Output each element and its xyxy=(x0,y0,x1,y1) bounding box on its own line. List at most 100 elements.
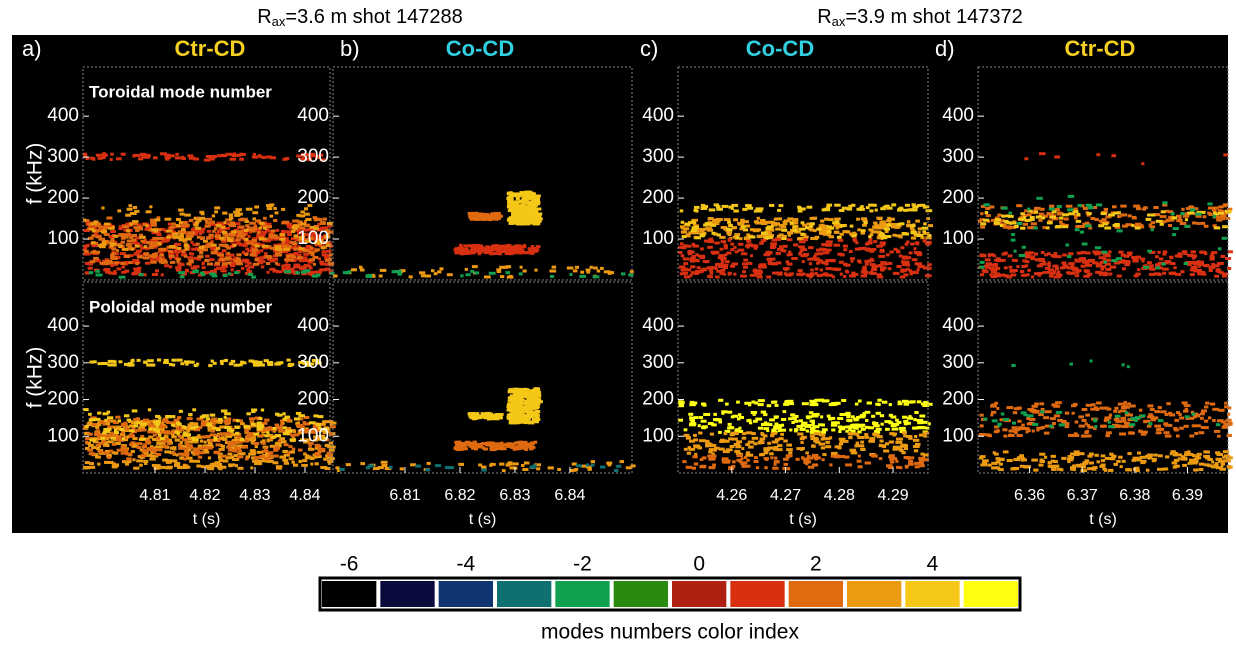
spectrogram-cell xyxy=(730,248,735,252)
spectrogram-cell xyxy=(187,256,194,260)
spectrogram-cell xyxy=(104,233,110,236)
spectrogram-cell xyxy=(219,359,224,363)
spectrogram-cell xyxy=(888,455,894,459)
spectrogram-cell xyxy=(314,249,318,253)
spectrogram-cell xyxy=(222,459,229,463)
spectrogram-cell xyxy=(316,238,324,242)
spectrogram-cell xyxy=(222,244,226,248)
spectrogram-cell xyxy=(783,462,788,466)
spectrogram-cell xyxy=(535,245,541,249)
spectrogram-cell xyxy=(298,259,305,263)
spectrogram-cell xyxy=(778,426,782,430)
spectrogram-cell xyxy=(585,268,591,272)
spectrogram-cell xyxy=(159,228,166,231)
spectrogram-cell xyxy=(530,391,536,394)
spectrogram-cell xyxy=(529,214,536,218)
spectrogram-cell xyxy=(899,275,906,279)
spectrogram-cell xyxy=(852,231,857,235)
spectrogram-cell xyxy=(156,231,161,235)
spectrogram-cell xyxy=(188,360,195,364)
spectrogram-cell xyxy=(119,252,126,255)
spectrogram-cell xyxy=(520,192,525,196)
spectrogram-cell xyxy=(285,429,293,433)
spectrogram-cell xyxy=(738,413,742,417)
spectrogram-cell xyxy=(778,204,784,208)
spectrogram-cell xyxy=(119,428,125,431)
spectrogram-cell xyxy=(298,448,303,452)
spectrogram-cell xyxy=(692,401,698,405)
spectrogram-cell xyxy=(1221,273,1226,277)
spectrogram-cell xyxy=(879,249,885,253)
spectrogram-cell xyxy=(175,427,180,430)
spectrogram-cell xyxy=(1123,259,1130,263)
spectrogram-cell xyxy=(810,437,816,441)
spectrogram-cell xyxy=(189,440,196,444)
spectrogram-cell xyxy=(110,253,115,257)
spectrogram-cell xyxy=(209,241,213,245)
spectrogram-cell xyxy=(1016,204,1023,208)
spectrogram-cell xyxy=(914,411,919,414)
spectrogram-cell xyxy=(305,245,312,248)
spectrogram-cell xyxy=(831,451,838,455)
spectrogram-cell xyxy=(893,247,898,251)
spectrogram-cell xyxy=(902,431,907,435)
spectrogram-cell xyxy=(907,400,914,404)
spectrogram-cell xyxy=(309,270,316,274)
spectrogram-cell xyxy=(818,228,826,232)
spectrogram-cell xyxy=(350,268,357,272)
spectrogram-cell xyxy=(781,237,787,240)
spectrogram-cell xyxy=(127,363,133,367)
spectrogram-cell xyxy=(308,258,316,262)
spectrogram-cell xyxy=(1180,270,1185,274)
spectrogram-cell xyxy=(158,240,164,244)
spectrogram-cell xyxy=(831,267,838,271)
spectrogram-cell xyxy=(265,225,273,229)
spectrogram-cell xyxy=(882,445,887,449)
spectrogram-cell xyxy=(730,433,735,436)
spectrogram-cell xyxy=(268,451,274,455)
spectrogram-cell xyxy=(308,264,312,268)
spectrogram-cell xyxy=(175,218,181,221)
x-axis-label: t (s) xyxy=(789,511,817,528)
spectrogram-cell xyxy=(325,262,330,266)
spectrogram-cell xyxy=(745,204,752,208)
spectrogram-cell xyxy=(509,218,516,222)
spectrogram-cell xyxy=(380,460,388,464)
spectrogram-cell xyxy=(517,415,523,419)
spectrogram-cell xyxy=(229,236,235,240)
spectrogram-cell xyxy=(248,452,255,456)
spectrogram-cell xyxy=(1123,254,1130,258)
spectrogram-cell xyxy=(124,262,129,266)
spectrogram-cell xyxy=(303,452,307,456)
spectrogram-cell xyxy=(165,438,170,442)
spectrogram-cell xyxy=(130,441,136,445)
spectrogram-cell xyxy=(103,430,111,434)
spectrogram-cell xyxy=(890,415,897,419)
spectrogram-cell xyxy=(748,445,754,449)
spectrogram-cell xyxy=(174,462,181,465)
spectrogram-cell xyxy=(843,275,847,278)
spectrogram-cell xyxy=(472,249,480,252)
spectrogram-cell xyxy=(230,268,234,272)
spectrogram-cell xyxy=(468,414,472,418)
spectrogram-cell xyxy=(171,459,178,463)
spectrogram-cell xyxy=(519,399,524,403)
spectrogram-cell xyxy=(480,217,488,221)
spectrogram-cell xyxy=(229,157,237,161)
spectrogram-cell xyxy=(245,224,250,228)
spectrogram-cell xyxy=(736,400,740,404)
spectrogram-cell xyxy=(199,232,203,236)
spectrogram-cell xyxy=(881,220,886,224)
spectrogram-cell xyxy=(291,429,296,433)
spectrogram-cell xyxy=(312,233,319,237)
spectrogram-cell xyxy=(913,449,919,453)
spectrogram-cell xyxy=(715,205,721,209)
spectrogram-cell xyxy=(513,251,517,255)
spectrogram-cell xyxy=(273,237,279,241)
spectrogram-cell xyxy=(220,269,227,273)
spectrogram-cell xyxy=(156,436,162,440)
spectrogram-cell xyxy=(399,467,404,471)
spectrogram-cell xyxy=(288,244,292,248)
spectrogram-cell xyxy=(168,154,175,158)
spectrogram-cell xyxy=(886,206,893,210)
